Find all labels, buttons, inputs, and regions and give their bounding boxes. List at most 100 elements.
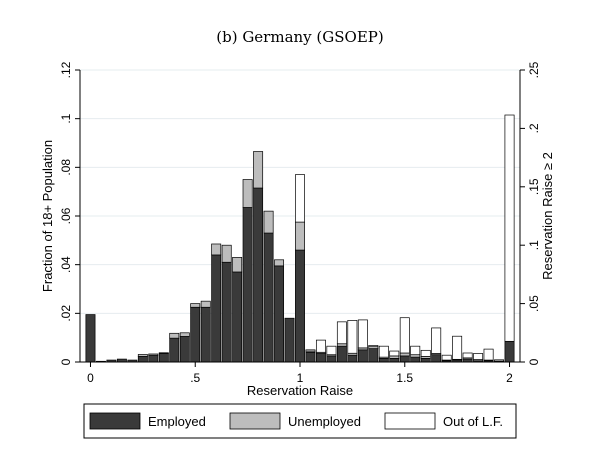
bar-employed bbox=[148, 354, 159, 363]
bar-employed bbox=[211, 254, 222, 363]
y-left-tick-label: 0 bbox=[59, 358, 73, 365]
bar-unemployed bbox=[221, 244, 232, 263]
bar-out-of-l-f bbox=[368, 345, 379, 348]
bar-unemployed bbox=[137, 354, 148, 357]
bar-employed bbox=[169, 337, 180, 363]
bar-employed bbox=[221, 261, 232, 363]
bar-out-of-l-f bbox=[473, 353, 484, 360]
y-axis-right-label: Reservation Raise ≥ 2 bbox=[540, 152, 555, 280]
bar-employed bbox=[263, 232, 274, 363]
y-axis-left-label: Fraction of 18+ Population bbox=[40, 140, 55, 292]
bar-employed bbox=[232, 271, 243, 363]
bar-unemployed bbox=[263, 210, 274, 234]
y-right-tick-label: 0 bbox=[527, 358, 541, 365]
bar-unemployed bbox=[389, 355, 400, 359]
bar-employed bbox=[336, 345, 347, 363]
bar-unemployed bbox=[399, 352, 410, 357]
y-left-tick-label: .02 bbox=[59, 305, 73, 322]
bar-employed bbox=[504, 340, 515, 363]
bar-employed bbox=[274, 265, 285, 363]
bar-out-of-l-f bbox=[336, 321, 347, 345]
y-left-tick-label: .08 bbox=[59, 159, 73, 176]
bar-employed bbox=[242, 207, 253, 363]
bar-out-of-l-f bbox=[410, 345, 421, 356]
bar-unemployed bbox=[336, 343, 347, 347]
chart-title: (b) Germany (GSOEP) bbox=[216, 28, 383, 46]
bar-out-of-l-f bbox=[431, 327, 442, 354]
bar-out-of-l-f bbox=[504, 114, 515, 342]
bar-employed bbox=[326, 355, 337, 363]
legend-swatch-employed bbox=[89, 412, 141, 430]
bar-out-of-l-f bbox=[357, 319, 368, 349]
bar-employed bbox=[305, 351, 316, 363]
bar-employed bbox=[200, 306, 211, 363]
bar-employed bbox=[85, 314, 96, 363]
bar-employed bbox=[389, 358, 400, 363]
y-right-tick-label: .25 bbox=[527, 61, 541, 78]
x-tick-label: 1.5 bbox=[396, 371, 413, 385]
x-tick-label: .5 bbox=[190, 371, 200, 385]
bar-out-of-l-f bbox=[494, 359, 505, 362]
x-tick-label: 2 bbox=[506, 371, 513, 385]
bar-employed bbox=[378, 358, 389, 363]
bar-out-of-l-f bbox=[305, 349, 316, 352]
bar-employed bbox=[284, 317, 295, 363]
bar-unemployed bbox=[274, 259, 285, 267]
bar-unemployed bbox=[148, 353, 159, 356]
bar-out-of-l-f bbox=[399, 317, 410, 354]
legend-swatch-out-of-lf bbox=[384, 412, 436, 430]
bar-employed bbox=[410, 356, 421, 363]
legend-box bbox=[83, 403, 517, 439]
bar-unemployed bbox=[410, 354, 421, 358]
bars bbox=[85, 114, 515, 363]
y-right-tick-label: .15 bbox=[527, 178, 541, 195]
bar-out-of-l-f bbox=[483, 348, 494, 361]
y-right-tick-label: .05 bbox=[527, 295, 541, 312]
bar-employed bbox=[315, 353, 326, 363]
bar-unemployed bbox=[242, 179, 253, 208]
bar-out-of-l-f bbox=[315, 339, 326, 353]
bar-out-of-l-f bbox=[378, 345, 389, 358]
bar-unemployed bbox=[179, 332, 190, 337]
bar-out-of-l-f bbox=[389, 350, 400, 357]
legend: Employed Unemployed Out of L.F. bbox=[83, 403, 517, 439]
bar-employed bbox=[420, 358, 431, 363]
bar-out-of-l-f bbox=[347, 320, 358, 354]
bar-out-of-l-f bbox=[441, 354, 452, 361]
bar-out-of-l-f bbox=[462, 352, 473, 359]
legend-swatch-unemployed bbox=[229, 412, 281, 430]
y-axis-left-ticks: 0 .02 .04 .06 .08 .1 .12 bbox=[59, 61, 80, 365]
legend-label-out-of-lf: Out of L.F. bbox=[443, 414, 503, 429]
bar-out-of-l-f bbox=[326, 345, 337, 356]
bar-employed bbox=[190, 306, 201, 363]
bar-out-of-l-f bbox=[295, 174, 305, 223]
bar-out-of-l-f bbox=[452, 335, 463, 360]
bar-unemployed bbox=[169, 332, 180, 339]
y-right-tick-label: .1 bbox=[527, 240, 541, 250]
y-left-tick-label: .1 bbox=[59, 113, 73, 123]
bar-unemployed bbox=[253, 151, 264, 189]
bar-unemployed bbox=[211, 243, 222, 256]
x-axis-ticks: 0 .5 1 1.5 2 bbox=[87, 362, 513, 385]
x-axis-label: Reservation Raise bbox=[247, 383, 353, 398]
bar-employed bbox=[399, 355, 410, 363]
y-left-tick-label: .06 bbox=[59, 207, 73, 224]
bar-unemployed bbox=[200, 300, 211, 308]
bar-employed bbox=[347, 354, 358, 363]
bar-employed bbox=[253, 187, 264, 363]
bar-employed bbox=[158, 353, 169, 363]
bar-employed bbox=[431, 354, 442, 363]
bar-unemployed bbox=[158, 352, 169, 354]
y-left-tick-label: .12 bbox=[59, 61, 73, 78]
x-tick-label: 1 bbox=[297, 371, 304, 385]
bar-unemployed bbox=[190, 303, 201, 308]
bar-out-of-l-f bbox=[420, 349, 431, 357]
bar-employed bbox=[137, 356, 148, 363]
bar-employed bbox=[357, 349, 368, 363]
bar-employed bbox=[368, 348, 379, 363]
y-right-tick-label: .2 bbox=[527, 123, 541, 133]
legend-label-employed: Employed bbox=[148, 414, 206, 429]
bar-unemployed bbox=[295, 221, 305, 251]
